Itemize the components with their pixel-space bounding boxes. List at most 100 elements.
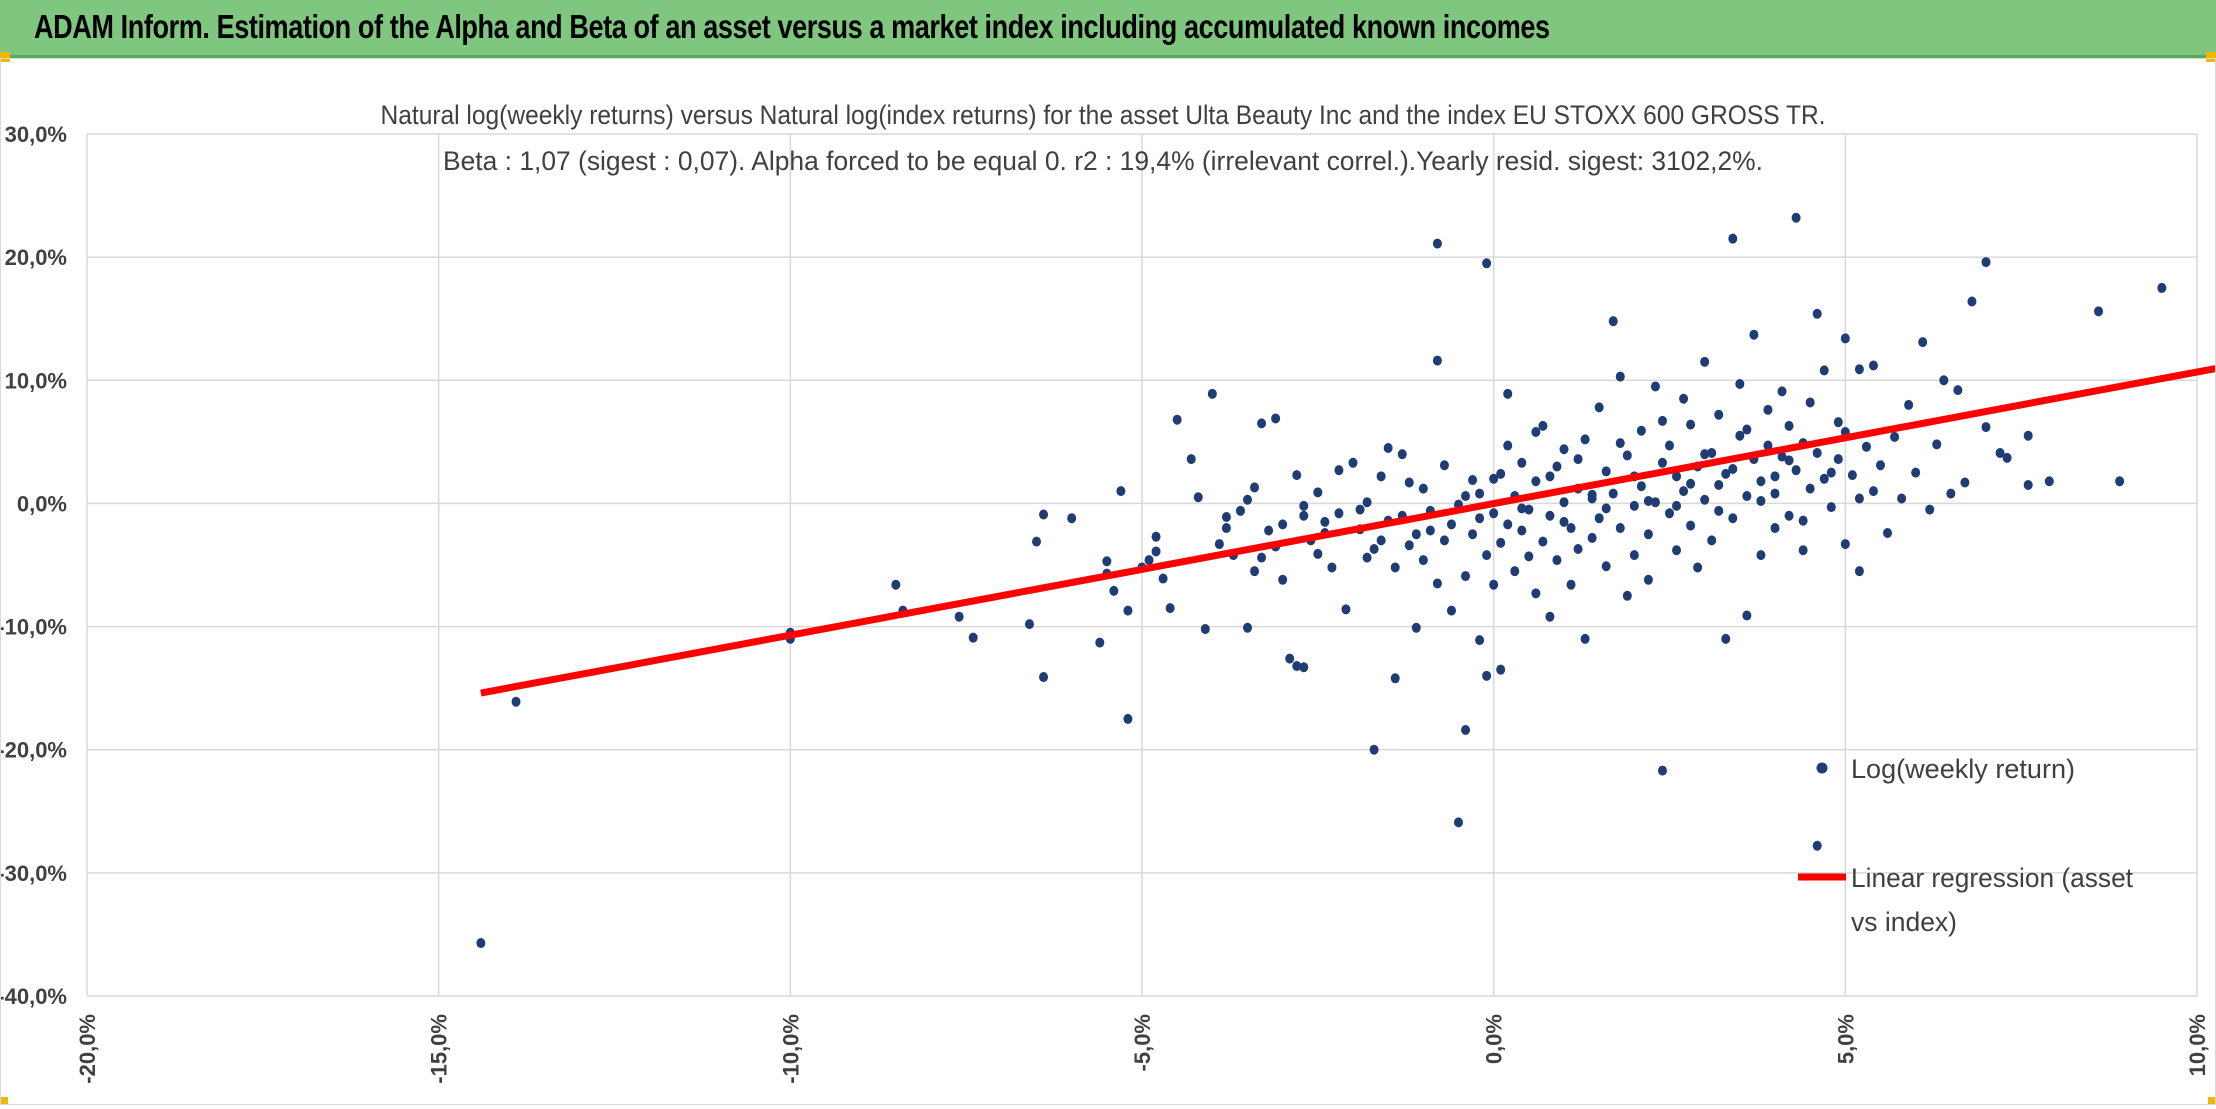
legend-points-label: Log(weekly return) xyxy=(1851,754,2075,784)
data-point xyxy=(1629,550,1639,561)
data-point xyxy=(1475,488,1485,499)
data-point xyxy=(1622,450,1632,461)
data-point xyxy=(1496,537,1506,548)
data-point xyxy=(1819,473,1829,484)
data-point xyxy=(1566,523,1576,534)
data-point xyxy=(1496,468,1506,479)
data-point xyxy=(1601,561,1611,572)
data-point xyxy=(1819,365,1829,376)
data-point xyxy=(1777,451,1787,462)
data-point xyxy=(1784,455,1794,466)
data-point xyxy=(1257,418,1267,429)
data-point xyxy=(1510,566,1520,577)
data-point xyxy=(1876,460,1885,471)
data-point xyxy=(1102,556,1112,567)
data-point xyxy=(1932,439,1942,450)
data-point xyxy=(1784,420,1794,431)
data-point xyxy=(1116,486,1126,497)
data-point xyxy=(1538,420,1548,431)
y-tick-label: 0,0% xyxy=(17,491,67,516)
data-point xyxy=(1524,504,1534,515)
data-point xyxy=(1798,515,1808,526)
data-point xyxy=(1714,409,1724,420)
data-point xyxy=(1032,536,1041,547)
data-point xyxy=(1418,483,1428,494)
data-point xyxy=(1545,611,1555,622)
data-point xyxy=(1911,467,1921,478)
data-point xyxy=(1348,457,1358,468)
data-point xyxy=(1489,579,1499,590)
data-point xyxy=(1657,765,1667,776)
data-point xyxy=(1151,531,1161,542)
data-point xyxy=(1461,491,1471,502)
data-point xyxy=(968,632,978,643)
data-point xyxy=(1826,502,1836,513)
data-point xyxy=(1643,495,1653,506)
data-point xyxy=(1531,588,1541,599)
data-point xyxy=(1854,493,1864,504)
data-point xyxy=(1714,479,1724,490)
data-point xyxy=(1165,603,1175,614)
data-point xyxy=(1763,404,1773,415)
data-point xyxy=(1095,637,1105,648)
data-point xyxy=(1404,540,1414,551)
data-point xyxy=(1770,488,1780,499)
data-point xyxy=(2023,430,2033,441)
data-point xyxy=(1636,481,1646,492)
data-point xyxy=(1432,238,1442,249)
data-point xyxy=(1580,633,1590,644)
data-point xyxy=(1503,388,1513,399)
data-point xyxy=(1468,529,1478,540)
data-point xyxy=(1953,385,1963,396)
data-point xyxy=(1840,333,1850,344)
data-point xyxy=(1285,653,1295,664)
data-point xyxy=(1376,535,1386,546)
data-point xyxy=(1313,548,1323,559)
y-tick-label: -10,0% xyxy=(1,615,67,640)
data-point xyxy=(1770,471,1780,482)
data-point xyxy=(1854,364,1864,375)
data-point xyxy=(1193,492,1203,503)
data-point xyxy=(1517,503,1527,514)
data-point xyxy=(1707,447,1717,458)
x-tick-label: -15,0% xyxy=(427,1014,452,1084)
data-point xyxy=(1024,619,1034,630)
data-point xyxy=(1446,605,1456,616)
data-point xyxy=(1939,375,1949,386)
data-point xyxy=(1461,571,1471,582)
data-point xyxy=(1552,461,1562,472)
data-point xyxy=(1735,430,1745,441)
data-point xyxy=(1679,486,1689,497)
data-point xyxy=(1531,427,1541,438)
data-point xyxy=(1454,817,1463,828)
data-point xyxy=(1482,258,1492,269)
data-point xyxy=(1728,513,1738,524)
legend-line-label-2: vs index) xyxy=(1851,907,1957,937)
data-point xyxy=(1700,356,1710,367)
data-point xyxy=(1728,463,1738,474)
data-point xyxy=(1587,532,1597,543)
data-point xyxy=(1650,381,1660,392)
data-point xyxy=(1770,523,1780,534)
data-point xyxy=(1566,579,1576,590)
data-point xyxy=(1784,510,1794,521)
data-point xyxy=(1362,552,1372,563)
data-point xyxy=(1432,578,1442,589)
data-point xyxy=(1362,497,1372,508)
data-point xyxy=(1299,500,1309,511)
data-point xyxy=(1693,562,1703,573)
data-point xyxy=(1221,511,1231,522)
data-point xyxy=(2094,306,2104,317)
data-point xyxy=(1489,473,1499,484)
data-point xyxy=(1890,431,1900,442)
data-point xyxy=(1601,503,1611,514)
data-point xyxy=(1925,504,1935,515)
data-point xyxy=(1622,590,1632,601)
data-point xyxy=(1833,454,1843,465)
data-point xyxy=(1721,633,1731,644)
data-point xyxy=(1468,475,1478,486)
data-point xyxy=(1482,550,1492,561)
data-point xyxy=(1397,449,1407,460)
chart-area: 30,0% 20,0% 10,0% 0,0% -10,0% -20,0% -30,0% -40… xyxy=(0,58,2216,1105)
data-point xyxy=(1243,494,1252,505)
